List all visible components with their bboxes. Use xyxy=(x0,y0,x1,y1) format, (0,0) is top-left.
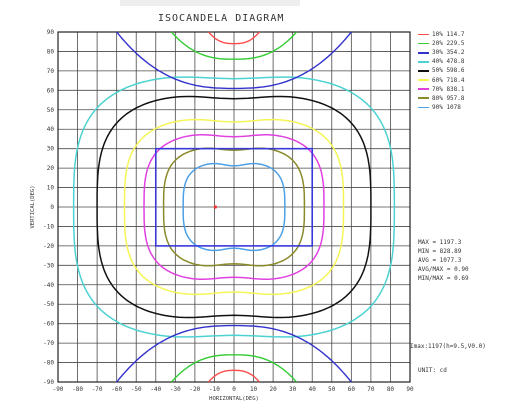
legend-item: 40% 478.8 xyxy=(418,57,465,66)
x-tick-label: 70 xyxy=(367,386,375,393)
legend-item: 90% 1078 xyxy=(418,103,465,112)
x-tick-label: -60 xyxy=(111,386,122,393)
legend-swatch xyxy=(418,106,429,109)
legend-swatch xyxy=(418,61,429,63)
legend-swatch xyxy=(418,42,429,45)
legend-swatch xyxy=(418,70,429,72)
legend: 10% 114.7 20% 229.5 30% 354.2 40% 478.8 50% … xyxy=(418,30,465,112)
legend-item: 10% 114.7 xyxy=(418,30,465,39)
legend-item: 50% 598.6 xyxy=(418,66,465,75)
top-glow xyxy=(120,0,300,6)
legend-item: 70% 838.1 xyxy=(418,85,465,94)
contour-30pct-top xyxy=(116,31,352,90)
y-tick-label: 30 xyxy=(47,146,55,153)
x-tick-label: 40 xyxy=(309,386,317,393)
legend-label: 30% 354.2 xyxy=(432,49,465,57)
stat-max: MAX = 1197.3 xyxy=(418,239,462,246)
legend-swatch xyxy=(418,33,429,36)
x-tick-label: -50 xyxy=(131,386,142,393)
x-axis-label: HORIZONTAL(DEG) xyxy=(209,396,259,402)
x-tick-label: 90 xyxy=(406,386,414,393)
y-tick-label: 20 xyxy=(47,165,55,172)
y-tick-label: -30 xyxy=(43,262,54,269)
legend-item: 20% 229.5 xyxy=(418,39,465,48)
legend-item: 30% 354.2 xyxy=(418,48,465,57)
legend-label: 10% 114.7 xyxy=(432,31,465,39)
y-axis-label: VERTICAL(DEG) xyxy=(30,185,36,228)
x-tick-label: 10 xyxy=(250,386,258,393)
legend-label: 40% 478.8 xyxy=(432,58,465,66)
stat-min-max: MIN/MAX = 0.69 xyxy=(418,275,469,283)
legend-swatch xyxy=(418,88,429,90)
stat-avg: AVG = 1077.3 xyxy=(418,257,462,265)
contour-50pct xyxy=(96,95,372,319)
y-tick-label: 60 xyxy=(47,87,55,94)
y-tick-label: -50 xyxy=(43,301,54,308)
y-tick-label: -90 xyxy=(43,379,54,386)
legend-swatch xyxy=(418,51,429,54)
contour-20pct-bottom xyxy=(170,354,298,383)
x-tick-label: 30 xyxy=(289,386,297,393)
y-tick-label: -70 xyxy=(43,340,54,347)
legend-label: 20% 229.5 xyxy=(432,40,465,48)
chart-title: ISOCANDELA DIAGRAM xyxy=(158,13,285,24)
unit-label: UNIT: cd xyxy=(418,367,447,374)
imax-label: Imax:1197(h=9.5,V0.0) xyxy=(410,343,486,350)
legend-swatch xyxy=(418,97,429,99)
x-tick-label: -80 xyxy=(72,386,83,393)
y-tick-label: -40 xyxy=(43,282,54,289)
x-tick-label: 50 xyxy=(328,386,336,393)
y-tick-label: 50 xyxy=(47,107,55,114)
y-tick-label: 10 xyxy=(47,185,55,192)
y-tick-label: -10 xyxy=(43,223,54,230)
legend-label: 50% 598.6 xyxy=(432,67,465,75)
x-tick-label: -70 xyxy=(92,386,103,393)
contour-20pct-top xyxy=(170,31,298,60)
legend-item: 80% 957.8 xyxy=(418,94,465,103)
stat-avg-max: AVG/MAX = 0.90 xyxy=(418,266,469,274)
legend-label: 80% 957.8 xyxy=(432,94,465,102)
x-tick-label: -10 xyxy=(209,386,220,393)
x-tick-label: 60 xyxy=(348,386,356,393)
legend-label: 70% 838.1 xyxy=(432,85,465,93)
y-tick-label: 0 xyxy=(50,204,54,211)
y-tick-label: 80 xyxy=(47,48,55,55)
x-tick-label: -30 xyxy=(170,386,181,393)
stat-min: MIN = 828.89 xyxy=(418,248,462,256)
measurement-box xyxy=(154,147,314,247)
contour-80pct xyxy=(162,147,306,267)
legend-swatch xyxy=(418,79,429,81)
stats-panel: MAX = 1197.3 MIN = 828.89 AVG = 1077.3 A… xyxy=(418,238,469,283)
y-tick-label: -80 xyxy=(43,360,54,367)
y-tick-label: -60 xyxy=(43,321,54,328)
contour-60pct xyxy=(123,118,345,296)
contour-10pct-top xyxy=(208,31,260,45)
legend-item: 60% 718.4 xyxy=(418,75,465,84)
x-tick-label: 20 xyxy=(269,386,277,393)
plot-frame xyxy=(57,31,411,383)
x-tick-label: 0 xyxy=(232,386,236,393)
y-tick-label: 90 xyxy=(47,29,55,36)
contour-10pct-bottom xyxy=(208,369,260,383)
legend-label: 60% 718.4 xyxy=(432,76,465,84)
contour-90pct xyxy=(182,162,286,252)
y-tick-label: 70 xyxy=(47,68,55,75)
max-point-marker xyxy=(213,205,218,209)
x-tick-label: 80 xyxy=(387,386,395,393)
legend-label: 90% 1078 xyxy=(432,103,461,111)
contour-70pct xyxy=(143,134,325,280)
x-tick-label: -20 xyxy=(189,386,200,393)
contour-40pct xyxy=(72,76,396,338)
y-tick-label: -20 xyxy=(43,243,54,250)
x-tick-label: -90 xyxy=(53,386,64,393)
contour-30pct-bottom xyxy=(116,324,352,383)
y-tick-label: 40 xyxy=(47,126,55,133)
x-tick-label: -40 xyxy=(150,386,161,393)
